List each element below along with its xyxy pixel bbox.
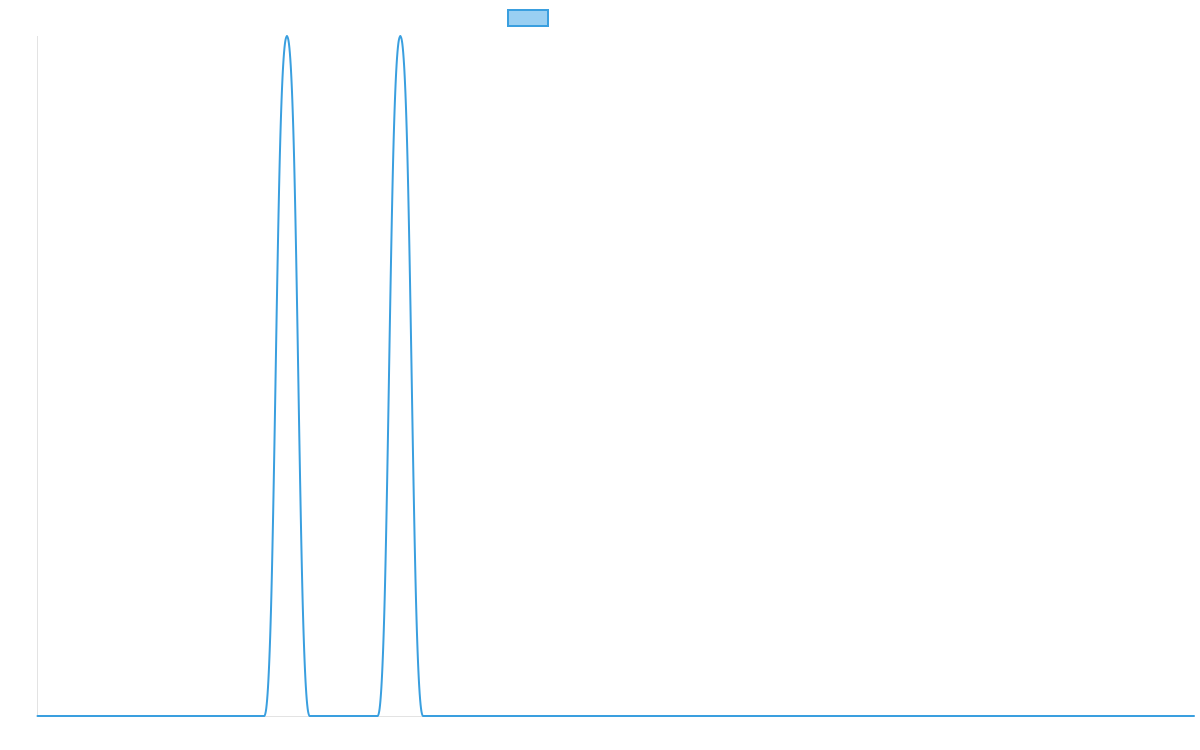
data-point[interactable] [326,710,338,722]
data-point[interactable] [848,710,860,722]
data-point[interactable] [372,710,384,722]
data-point[interactable] [417,710,429,722]
data-point[interactable] [349,710,361,722]
data-point[interactable] [961,710,973,722]
data-point[interactable] [508,710,520,722]
data-point[interactable] [168,710,180,722]
data-point[interactable] [757,710,769,722]
data-point[interactable] [1165,710,1177,722]
data-point[interactable] [621,710,633,722]
data-point[interactable] [893,710,905,722]
data-point[interactable] [712,710,724,722]
data-point[interactable] [462,710,474,722]
data-point[interactable] [54,710,66,722]
data-point[interactable] [871,710,883,722]
series-line-0 [36,35,1195,717]
data-point[interactable] [213,710,225,722]
data-point[interactable] [304,710,316,722]
data-point[interactable] [236,710,248,722]
data-point[interactable] [485,710,497,722]
data-point[interactable] [258,710,270,722]
data-point[interactable] [1029,710,1041,722]
data-point[interactable] [984,710,996,722]
data-point[interactable] [122,710,134,722]
series-layer [32,30,1200,722]
data-point[interactable] [1007,710,1019,722]
data-point[interactable] [1075,710,1087,722]
data-point[interactable] [666,710,678,722]
data-point[interactable] [530,710,542,722]
legend-swatch[interactable] [507,9,549,27]
data-point[interactable] [598,710,610,722]
legend[interactable] [507,9,549,27]
data-point[interactable] [440,710,452,722]
data-point[interactable] [644,710,656,722]
data-point[interactable] [281,30,293,42]
data-point[interactable] [780,710,792,722]
data-point[interactable] [803,710,815,722]
data-point[interactable] [553,710,565,722]
data-point[interactable] [1097,710,1109,722]
data-point[interactable] [1120,710,1132,722]
data-point[interactable] [1188,710,1200,722]
data-point[interactable] [825,710,837,722]
data-point[interactable] [145,710,157,722]
data-point[interactable] [1052,710,1064,722]
data-point[interactable] [734,710,746,722]
data-point[interactable] [32,710,44,722]
data-point[interactable] [190,710,202,722]
data-point[interactable] [394,30,406,42]
data-point[interactable] [916,710,928,722]
data-point[interactable] [576,710,588,722]
data-point[interactable] [100,710,112,722]
data-point[interactable] [689,710,701,722]
data-point[interactable] [1143,710,1155,722]
data-point[interactable] [77,710,89,722]
data-point[interactable] [939,710,951,722]
